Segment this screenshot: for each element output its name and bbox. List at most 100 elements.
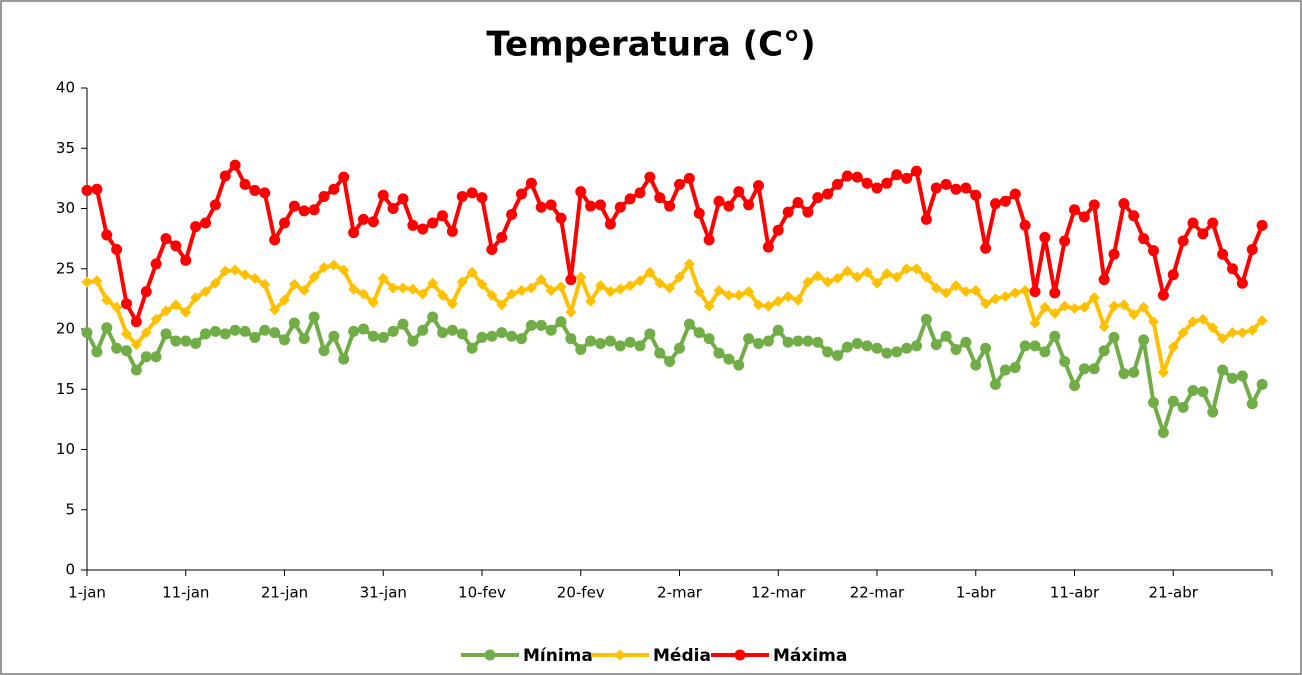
data-point — [328, 183, 340, 195]
data-point — [209, 199, 221, 211]
data-point — [427, 311, 439, 323]
data-point — [723, 353, 735, 365]
data-point — [456, 276, 468, 288]
data-point — [1217, 364, 1229, 376]
data-point — [1128, 309, 1140, 321]
data-point — [683, 172, 695, 184]
data-point — [259, 278, 271, 290]
data-point — [812, 192, 824, 204]
data-point — [358, 323, 369, 335]
data-point — [249, 184, 261, 196]
data-point — [367, 216, 379, 228]
data-point — [209, 325, 221, 337]
data-point — [575, 186, 587, 198]
data-point — [1039, 301, 1051, 313]
data-point — [871, 277, 883, 289]
data-point — [1246, 398, 1258, 410]
data-point — [417, 324, 429, 336]
data-point — [1227, 327, 1238, 339]
data-point — [575, 343, 587, 355]
data-point — [1157, 366, 1169, 378]
data-point — [387, 325, 399, 337]
data-point — [535, 274, 547, 286]
data-point — [802, 206, 814, 218]
data-point — [1187, 316, 1199, 328]
data-point — [1069, 204, 1080, 216]
data-point — [1256, 378, 1268, 390]
data-point — [871, 182, 883, 194]
data-point — [535, 319, 547, 331]
data-point — [555, 316, 567, 328]
data-point — [960, 182, 972, 194]
data-point — [239, 269, 251, 281]
data-point — [249, 272, 261, 284]
data-point — [1059, 235, 1071, 247]
data-point — [180, 306, 192, 318]
data-point — [634, 340, 646, 352]
data-point — [970, 284, 982, 296]
data-point — [555, 281, 567, 293]
data-point — [733, 359, 745, 371]
legend-item: Média — [591, 646, 711, 666]
data-point — [516, 188, 527, 200]
data-point — [990, 198, 1001, 210]
data-point — [1009, 362, 1021, 374]
legend-marker — [614, 649, 626, 661]
data-point — [269, 304, 281, 316]
data-point — [664, 200, 676, 212]
data-point — [1197, 313, 1209, 325]
data-point — [674, 271, 685, 283]
data-point — [249, 331, 261, 343]
data-point — [496, 299, 508, 311]
data-point — [348, 227, 360, 239]
data-point — [990, 378, 1001, 390]
data-point — [1167, 269, 1179, 281]
data-point — [782, 290, 794, 302]
data-point — [654, 347, 666, 359]
data-point — [703, 300, 715, 312]
data-point — [950, 280, 962, 292]
data-point — [476, 278, 488, 290]
data-point — [367, 330, 379, 342]
y-tick-label: 20 — [56, 320, 75, 338]
data-point — [150, 258, 162, 270]
data-point — [279, 294, 290, 306]
data-point — [654, 277, 666, 289]
data-point — [565, 333, 577, 345]
data-point — [1088, 292, 1100, 304]
data-point — [960, 286, 972, 298]
data-point — [269, 327, 281, 339]
data-point — [338, 264, 350, 276]
data-point — [121, 328, 132, 340]
data-point — [200, 328, 211, 340]
data-point — [762, 300, 774, 312]
data-point — [753, 180, 764, 192]
data-point — [1256, 219, 1268, 231]
data-point — [1187, 384, 1199, 396]
data-point — [1009, 188, 1021, 200]
data-point — [802, 335, 814, 347]
data-point — [130, 316, 142, 328]
data-point — [851, 171, 863, 183]
data-point — [140, 327, 152, 339]
data-point — [693, 207, 705, 219]
data-point — [1128, 210, 1140, 222]
data-point — [1207, 217, 1219, 229]
data-point — [1029, 317, 1041, 329]
data-point — [130, 364, 142, 376]
data-point — [1029, 286, 1041, 298]
y-tick-label: 5 — [65, 500, 75, 518]
data-point — [348, 283, 360, 295]
data-point — [664, 356, 676, 368]
data-point — [1069, 380, 1080, 392]
data-point — [1256, 315, 1268, 327]
data-point — [1088, 363, 1100, 375]
data-point — [377, 272, 389, 284]
data-point — [999, 290, 1011, 302]
data-point — [1078, 301, 1090, 313]
data-point — [437, 289, 448, 301]
data-point — [683, 258, 695, 270]
data-point — [259, 187, 271, 199]
data-point — [792, 294, 804, 306]
